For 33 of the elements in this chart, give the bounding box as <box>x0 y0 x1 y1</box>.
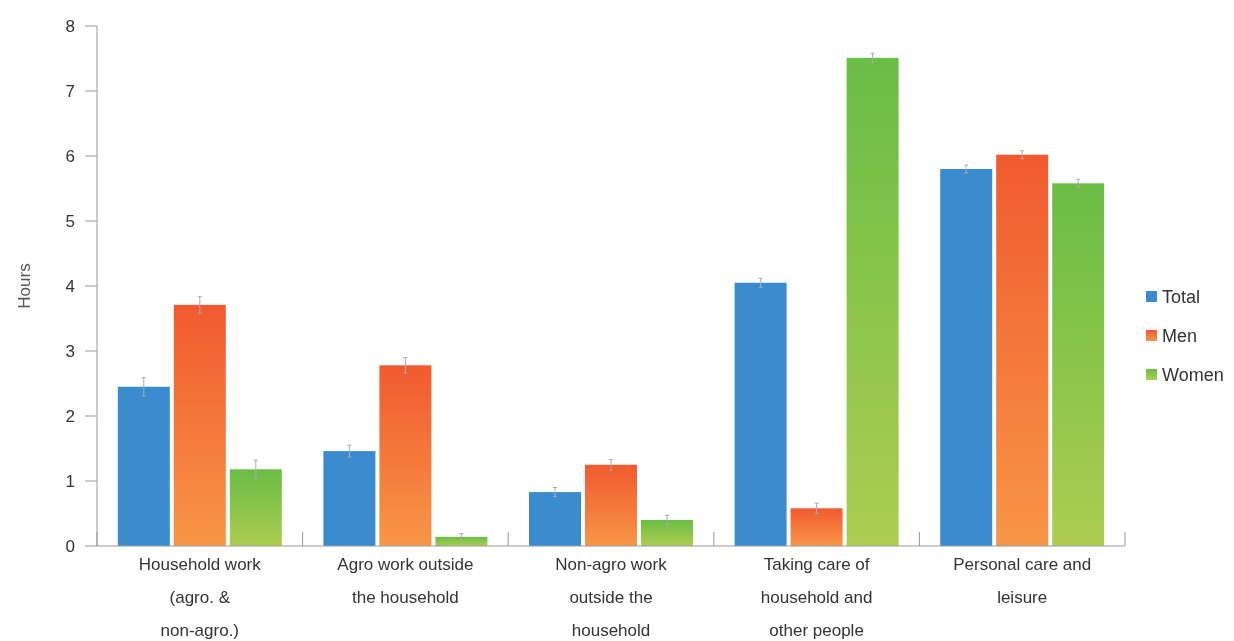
y-axis-title: Hours <box>15 263 34 309</box>
y-tick-label: 0 <box>65 536 75 556</box>
x-tick-label: Taking care of household and other people <box>760 555 873 640</box>
bar <box>323 451 376 546</box>
bar <box>940 169 993 546</box>
y-tick-label: 7 <box>65 81 75 101</box>
x-tick-label: Non-agro work outside the household <box>555 555 668 640</box>
y-tick-label: 3 <box>65 341 75 361</box>
bar <box>1052 183 1105 546</box>
bar <box>379 365 432 546</box>
y-tick-label: 2 <box>65 406 75 426</box>
bar <box>229 469 282 546</box>
y-tick-label: 5 <box>65 211 75 231</box>
bar <box>641 520 693 546</box>
bar <box>734 282 787 546</box>
x-tick-label: Personal care and leisure <box>953 555 1092 607</box>
bar <box>585 464 637 546</box>
bar <box>790 508 843 546</box>
bar <box>846 57 899 546</box>
bar <box>117 386 170 546</box>
legend-label: Men <box>1162 326 1198 347</box>
bar <box>529 492 581 546</box>
bar <box>996 154 1049 546</box>
bar <box>173 304 226 546</box>
x-tick-label: Household work (agro. & non-agro.) <box>138 555 262 640</box>
legend-label: Women <box>1162 365 1224 386</box>
y-tick-label: 6 <box>65 146 75 166</box>
legend-label: Total <box>1162 287 1201 308</box>
bar <box>435 536 488 546</box>
y-tick-label: 1 <box>65 471 75 491</box>
x-tick-label: Agro work outside the household <box>337 555 474 607</box>
y-tick-label: 4 <box>65 276 75 296</box>
y-tick-label: 8 <box>65 16 75 36</box>
